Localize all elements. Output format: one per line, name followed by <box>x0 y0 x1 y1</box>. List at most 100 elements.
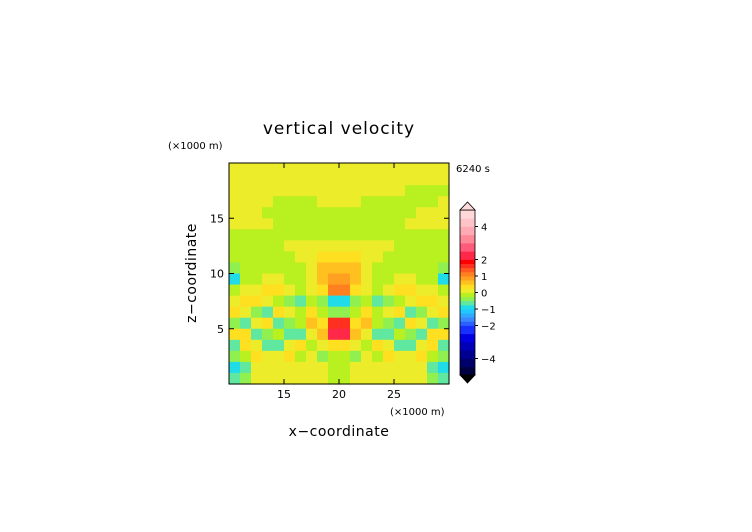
heatmap-cell <box>229 350 241 363</box>
heatmap-cell <box>251 350 263 363</box>
heatmap-cell <box>306 284 318 297</box>
heatmap-cell <box>262 163 274 175</box>
heatmap-cell <box>438 262 450 275</box>
heatmap-cell <box>339 273 351 286</box>
heatmap-cell <box>372 229 384 241</box>
heatmap-cell <box>306 196 318 208</box>
heatmap-cell <box>284 361 296 374</box>
heatmap-field <box>229 163 450 385</box>
heatmap-cell <box>229 328 241 341</box>
heatmap-cell <box>262 361 274 374</box>
heatmap-cell <box>438 240 450 252</box>
colorbar-swatch <box>460 309 475 314</box>
heatmap-cell <box>240 339 252 352</box>
heatmap-cell <box>383 317 395 330</box>
heatmap-cell <box>251 207 263 219</box>
heatmap-cell <box>405 207 417 219</box>
heatmap-cell <box>295 229 307 241</box>
heatmap-cell <box>339 207 351 219</box>
heatmap-cell <box>328 328 340 341</box>
heatmap-cell <box>251 284 263 297</box>
heatmap-cell <box>251 251 263 264</box>
heatmap-cell <box>317 196 329 208</box>
heatmap-cell <box>416 273 428 286</box>
heatmap-cell <box>405 240 417 252</box>
y-axis-label: z−coordinate <box>184 223 200 323</box>
heatmap-cell <box>306 273 318 286</box>
heatmap-cell <box>427 240 439 252</box>
heatmap-cell <box>273 306 285 319</box>
heatmap-cell <box>427 174 439 186</box>
heatmap-cell <box>383 306 395 319</box>
heatmap-cell <box>394 174 406 186</box>
heatmap-cell <box>427 372 439 385</box>
heatmap-cell <box>317 185 329 197</box>
heatmap-cell <box>361 350 373 363</box>
chart-title: vertical velocity <box>263 119 415 139</box>
heatmap-cell <box>438 196 450 208</box>
heatmap-cell <box>383 218 395 230</box>
heatmap-cell <box>284 273 296 286</box>
heatmap-cell <box>317 295 329 308</box>
heatmap-cell <box>394 350 406 363</box>
heatmap-cell <box>317 262 329 275</box>
heatmap-cell <box>328 240 340 252</box>
heatmap-cell <box>262 273 274 286</box>
heatmap-cell <box>438 218 450 230</box>
heatmap-cell <box>383 174 395 186</box>
heatmap-cell <box>394 361 406 374</box>
heatmap-cell <box>350 339 362 352</box>
x-tick-label: 20 <box>332 388 346 401</box>
heatmap-cell <box>262 284 274 297</box>
heatmap-cell <box>295 350 307 363</box>
heatmap-cell <box>328 207 340 219</box>
heatmap-cell <box>438 251 450 264</box>
heatmap-cell <box>284 174 296 186</box>
heatmap-cell <box>416 350 428 363</box>
heatmap-cell <box>372 174 384 186</box>
heatmap-cell <box>405 328 417 341</box>
heatmap-cell <box>306 174 318 186</box>
colorbar-swatch <box>460 333 475 343</box>
heatmap-cell <box>427 317 439 330</box>
heatmap-cell <box>240 372 252 385</box>
heatmap-cell <box>350 273 362 286</box>
heatmap-cell <box>295 306 307 319</box>
heatmap-cell <box>339 196 351 208</box>
heatmap-cell <box>240 229 252 241</box>
heatmap-cell <box>262 218 274 230</box>
heatmap-cell <box>295 339 307 352</box>
colorbar-swatch <box>460 218 475 227</box>
heatmap-cell <box>394 251 406 264</box>
heatmap-cell <box>317 163 329 175</box>
heatmap-cell <box>262 196 274 208</box>
heatmap-cell <box>361 295 373 308</box>
heatmap-cell <box>438 372 450 385</box>
heatmap-cell <box>284 262 296 275</box>
heatmap-cell <box>284 207 296 219</box>
heatmap-cell <box>240 284 252 297</box>
heatmap-cell <box>339 306 351 319</box>
heatmap-cell <box>306 339 318 352</box>
heatmap-cell <box>229 295 241 308</box>
heatmap-cell <box>438 306 450 319</box>
heatmap-cell <box>339 317 351 330</box>
heatmap-cell <box>427 229 439 241</box>
heatmap-cell <box>372 185 384 197</box>
heatmap-cell <box>372 339 384 352</box>
heatmap-cell <box>284 196 296 208</box>
heatmap-cell <box>350 372 362 385</box>
heatmap-cell <box>273 251 285 264</box>
heatmap-cell <box>240 328 252 341</box>
heatmap-cell <box>306 295 318 308</box>
heatmap-cell <box>339 295 351 308</box>
colorbar-swatch <box>460 366 475 376</box>
colorbar-label: −1 <box>481 305 496 316</box>
colorbar-label: −2 <box>481 322 496 333</box>
heatmap-cell <box>229 185 241 197</box>
heatmap-cell <box>394 339 406 352</box>
heatmap-cell <box>229 218 241 230</box>
heatmap-cell <box>394 207 406 219</box>
heatmap-cell <box>383 185 395 197</box>
heatmap-cell <box>273 350 285 363</box>
